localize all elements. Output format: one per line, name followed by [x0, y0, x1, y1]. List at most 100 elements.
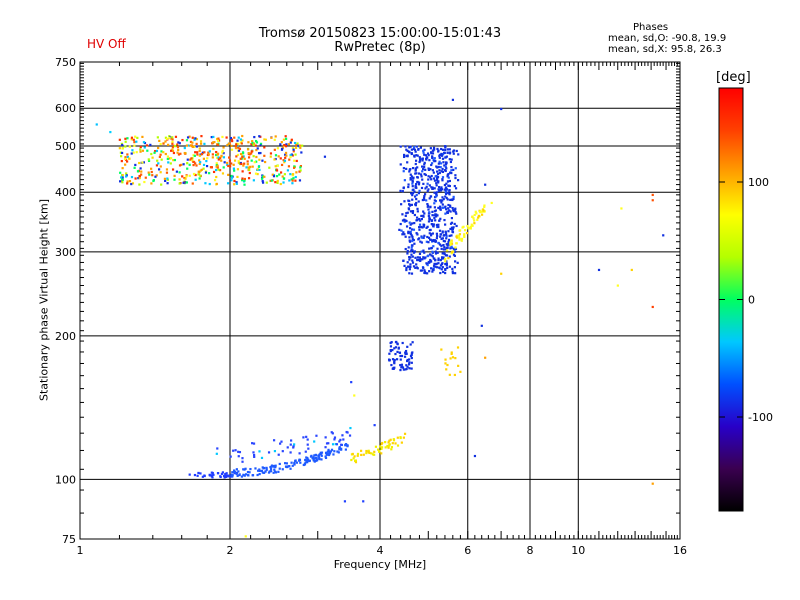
- data-point: [420, 225, 423, 229]
- data-point: [268, 166, 271, 169]
- y-tick-label: 300: [55, 246, 76, 259]
- data-point: [290, 138, 293, 141]
- data-point: [415, 232, 418, 235]
- data-point: [241, 457, 244, 460]
- data-point: [159, 153, 162, 156]
- data-point: [442, 243, 445, 247]
- data-point: [445, 196, 448, 200]
- data-point: [447, 176, 450, 179]
- data-point: [419, 240, 422, 243]
- data-point: [419, 259, 422, 263]
- data-point: [408, 361, 411, 364]
- data-point: [428, 232, 431, 235]
- data-point: [430, 233, 433, 236]
- data-point: [417, 183, 421, 186]
- data-point: [393, 361, 396, 364]
- data-point: [449, 357, 452, 360]
- data-point: [121, 174, 124, 177]
- y-tick-label: 100: [55, 473, 76, 486]
- data-point: [437, 241, 440, 245]
- data-point: [408, 227, 412, 230]
- data-point: [376, 448, 380, 451]
- data-point: [422, 210, 425, 213]
- data-point: [472, 217, 475, 220]
- data-point: [121, 167, 124, 170]
- data-point: [160, 158, 163, 161]
- data-point: [388, 352, 391, 355]
- data-point: [283, 159, 287, 162]
- data-point: [434, 265, 437, 268]
- data-point: [465, 231, 469, 235]
- data-point: [455, 224, 458, 228]
- data-point: [435, 266, 439, 269]
- data-point: [441, 157, 445, 160]
- data-point: [215, 153, 218, 157]
- data-point: [409, 223, 412, 226]
- data-point: [333, 438, 336, 441]
- data-point: [192, 163, 195, 167]
- data-point: [440, 263, 443, 266]
- data-point: [178, 142, 181, 145]
- data-point: [449, 151, 452, 154]
- data-point: [306, 459, 309, 462]
- data-point: [391, 348, 394, 352]
- data-point: [304, 450, 307, 453]
- data-point: [411, 244, 414, 247]
- data-point: [328, 451, 331, 454]
- data-point: [445, 254, 449, 257]
- data-point: [234, 449, 237, 452]
- data-point: [306, 461, 309, 464]
- data-point: [259, 142, 263, 145]
- data-point: [441, 237, 444, 240]
- data-point: [261, 180, 264, 183]
- data-point: [455, 212, 458, 215]
- data-point: [296, 142, 299, 145]
- data-point: [406, 365, 409, 368]
- data-point: [138, 175, 141, 178]
- data-point: [414, 186, 418, 189]
- data-point: [147, 158, 150, 161]
- data-point: [279, 171, 283, 174]
- data-point: [209, 166, 213, 169]
- data-point: [437, 225, 440, 229]
- data-point: [280, 148, 284, 151]
- data-point: [141, 161, 144, 164]
- data-point: [415, 193, 418, 197]
- data-point: [411, 259, 414, 262]
- data-point: [484, 356, 487, 359]
- data-point: [237, 146, 240, 149]
- data-point: [422, 236, 425, 239]
- data-point: [429, 168, 432, 171]
- data-point: [419, 173, 423, 176]
- data-point: [419, 146, 422, 149]
- data-point: [408, 170, 411, 173]
- data-point: [428, 229, 431, 232]
- data-point: [150, 170, 153, 174]
- data-point: [425, 199, 428, 202]
- data-point: [351, 452, 354, 456]
- data-point: [411, 194, 414, 197]
- data-point: [450, 165, 453, 169]
- data-point: [423, 257, 426, 260]
- data-point: [324, 455, 327, 458]
- data-point: [255, 160, 258, 163]
- data-point: [423, 251, 426, 254]
- data-point: [424, 271, 427, 275]
- phase-box-title: Phases: [633, 22, 669, 33]
- data-point: [424, 187, 427, 190]
- data-point: [436, 214, 439, 217]
- data-point: [289, 173, 292, 176]
- data-point: [441, 203, 444, 206]
- data-point: [237, 160, 240, 163]
- data-point: [445, 260, 448, 263]
- data-point: [426, 263, 429, 267]
- data-point: [244, 535, 247, 538]
- data-point: [389, 438, 392, 441]
- data-point: [378, 445, 382, 448]
- data-point: [440, 170, 443, 173]
- data-point: [442, 248, 445, 251]
- data-point: [443, 164, 446, 167]
- data-point: [273, 468, 276, 471]
- data-point: [458, 229, 462, 232]
- data-point: [431, 187, 434, 190]
